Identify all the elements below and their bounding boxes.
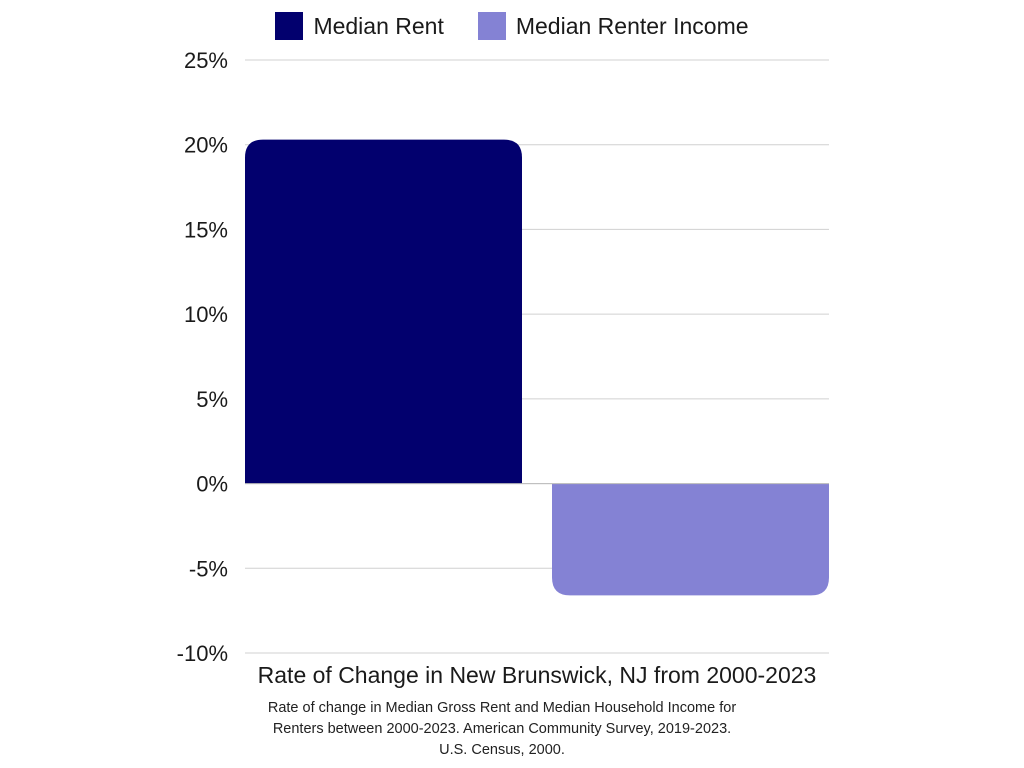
- y-tick-label: 5%: [196, 387, 228, 412]
- legend-item-median-rent: Median Rent: [275, 12, 444, 40]
- legend-label-median-renter-income: Median Renter Income: [515, 12, 749, 39]
- legend-label-median-rent: Median Rent: [313, 12, 444, 39]
- y-tick-label: 25%: [184, 48, 228, 73]
- legend-swatch-median-rent: [275, 12, 304, 40]
- bar-median-renter-income: [552, 483, 829, 596]
- y-tick-label: 20%: [184, 133, 228, 158]
- legend-item-median-renter-income: Median Renter Income: [477, 12, 749, 40]
- bar-median-rent: [245, 139, 522, 484]
- chart-legend: Median Rent Median Renter Income: [0, 12, 1024, 40]
- chart-caption: Rate of change in Median Gross Rent and …: [267, 700, 737, 758]
- legend-swatch-median-renter-income: [477, 12, 506, 40]
- y-tick-label: 10%: [184, 302, 228, 327]
- y-tick-label: -5%: [189, 556, 228, 581]
- x-axis-label: Rate of Change in New Brunswick, NJ from…: [258, 662, 817, 688]
- y-tick-label: 0%: [196, 472, 228, 497]
- y-tick-label: 15%: [184, 217, 228, 242]
- y-tick-label: -10%: [177, 641, 228, 666]
